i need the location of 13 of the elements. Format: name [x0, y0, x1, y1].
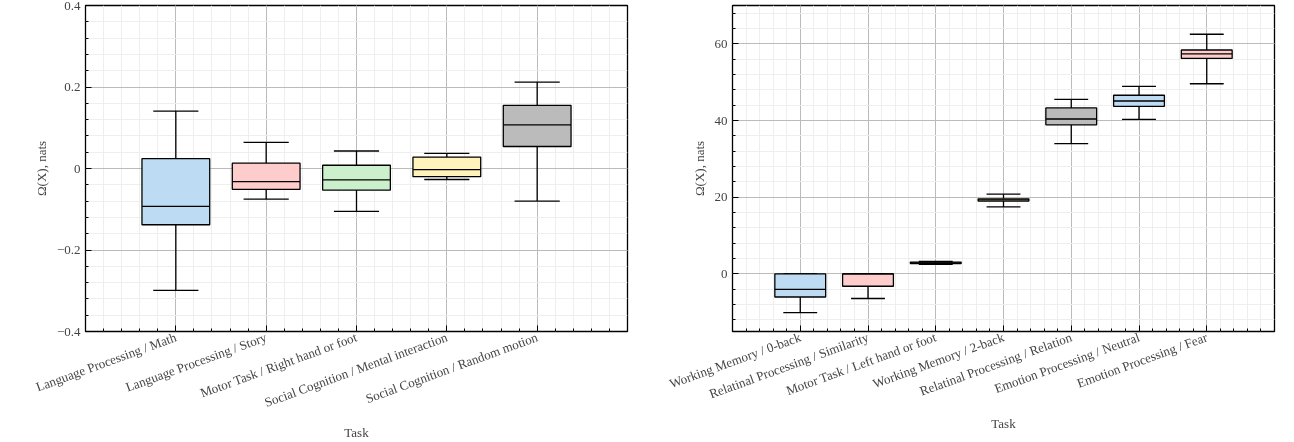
- y-tick-label: −0.2: [56, 242, 81, 257]
- y-tick-label: −0.4: [56, 323, 81, 339]
- y-axis-title: Ω(X), nats: [33, 140, 49, 197]
- y-tick-label: 60: [714, 35, 728, 51]
- x-axis-title: Task: [344, 424, 370, 440]
- y-tick-label: 40: [714, 112, 728, 128]
- y-tick-label: 20: [714, 189, 728, 205]
- y-tick-label: 0: [74, 160, 81, 176]
- y-tick-label: 0.4: [64, 0, 81, 13]
- y-tick-label: 0: [721, 265, 728, 281]
- y-tick-label: 0.2: [64, 79, 81, 94]
- y-axis-title: Ω(X), nats: [691, 140, 707, 197]
- x-axis-title: Task: [991, 416, 1017, 432]
